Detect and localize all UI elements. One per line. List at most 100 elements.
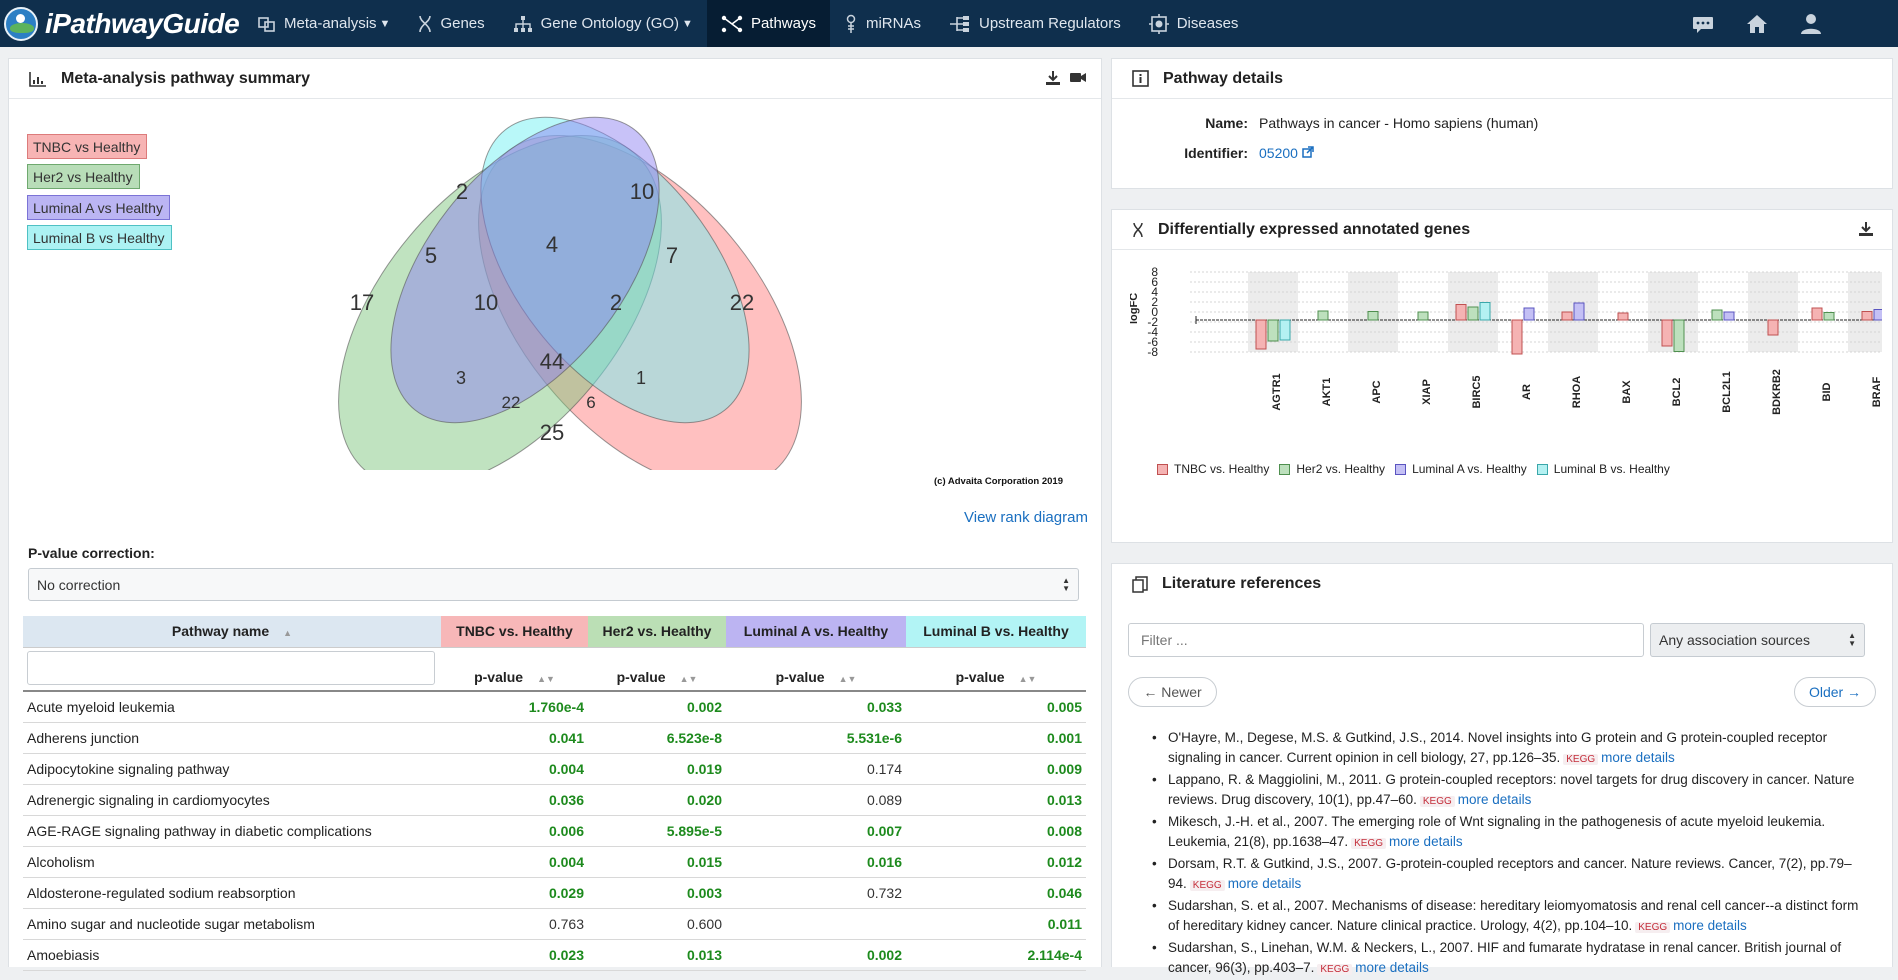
- bar-braf-2: [1873, 309, 1882, 321]
- pathway-identifier-link[interactable]: 05200: [1259, 145, 1314, 161]
- pvalue-correction-select[interactable]: No correction ▲ ▼: [28, 568, 1079, 601]
- col-luminal-a-pvalue[interactable]: p-value ▲▼: [726, 647, 906, 692]
- literature-reference-item: Mikesch, J.-H. et al., 2007. The emergin…: [1148, 812, 1868, 854]
- table-row[interactable]: Adrenergic signaling in cardiomyocytes 0.…: [23, 784, 1086, 816]
- pvalue-cell-luminal-b: 0.012: [906, 846, 1086, 878]
- pvalue-cell-luminal-b: 0.011: [906, 908, 1086, 940]
- more-details-link[interactable]: more details: [1457, 792, 1532, 807]
- venn-diagram: 17 2 10 22 5 4 7 10 2 44 3 1 22 6 25: [338, 90, 802, 470]
- pvalue-cell-tnbc: 0.029: [441, 877, 588, 909]
- table-row[interactable]: AGE-RAGE signaling pathway in diabetic c…: [23, 815, 1086, 847]
- legend-luminal-a[interactable]: Luminal A vs Healthy: [27, 195, 170, 220]
- bar-apc-1: [1367, 311, 1379, 321]
- summary-title: Meta-analysis pathway summary: [61, 69, 310, 87]
- pathway-name-cell[interactable]: Adherens junction: [23, 722, 441, 754]
- newer-button[interactable]: ← Newer: [1128, 677, 1217, 707]
- bar-bcl2l1-2: [1723, 311, 1735, 321]
- pvalue-cell-luminal-b: 0.008: [906, 815, 1086, 847]
- mirna-icon: [846, 14, 856, 33]
- download-icon[interactable]: [1045, 70, 1061, 91]
- legend-her2[interactable]: Her2 vs Healthy: [27, 164, 140, 189]
- video-camera-icon[interactable]: [1069, 70, 1087, 91]
- chat-icon[interactable]: [1676, 0, 1730, 47]
- pathway-name-label: Name:: [1205, 115, 1248, 131]
- col-pvalue-label: p-value: [775, 669, 825, 685]
- bar-bax-0: [1617, 312, 1629, 321]
- venn-count-her2-luminal-b: 3: [456, 368, 466, 388]
- view-rank-diagram-link[interactable]: View rank diagram: [964, 509, 1088, 526]
- pvalue-cell-tnbc: 0.004: [441, 846, 588, 878]
- table-row[interactable]: Adherens junction 0.041 6.523e-8 5.531e-6 0.…: [23, 722, 1086, 754]
- more-details-link[interactable]: more details: [1355, 960, 1429, 975]
- upstream-regulators-icon: [949, 15, 969, 32]
- pathway-name-cell[interactable]: Amino sugar and nucleotide sugar metabol…: [23, 908, 441, 940]
- venn-count-her2-luminal-a-tnbc: 6: [586, 393, 595, 412]
- literature-reference-item: O'Hayre, M., Degese, M.S. & Gutkind, J.S…: [1148, 728, 1868, 770]
- nav-mirnas[interactable]: miRNAs: [830, 0, 935, 47]
- pathway-name-cell[interactable]: Adipocytokine signaling pathway: [23, 753, 441, 785]
- x-tick-label-bax: BAX: [1621, 380, 1633, 404]
- venn-count-her2-only: 17: [350, 290, 374, 315]
- reference-text: Sudarshan, S., Linehan, W.M. & Neckers, …: [1168, 940, 1842, 975]
- pvalue-cell-her2: 0.015: [588, 846, 726, 878]
- nav-upstream-regulators[interactable]: Upstream Regulators: [935, 0, 1135, 47]
- pathway-name-cell[interactable]: Alcoholism: [23, 846, 441, 878]
- download-icon[interactable]: [1858, 221, 1874, 242]
- nav-diseases[interactable]: Diseases: [1135, 0, 1253, 47]
- meta-analysis-icon: [258, 16, 275, 32]
- brand[interactable]: iPathwayGuide: [0, 0, 244, 47]
- pathway-name-cell[interactable]: Amoebiasis: [23, 939, 441, 971]
- pvalue-cell-tnbc: 0.041: [441, 722, 588, 754]
- pathway-name-cell[interactable]: Adrenergic signaling in cardiomyocytes: [23, 784, 441, 816]
- bar-birc5-3: [1479, 302, 1491, 321]
- nav-pathways[interactable]: Pathways: [706, 0, 830, 47]
- nav-gene-ontology[interactable]: Gene Ontology (GO) ▼: [499, 0, 707, 47]
- bar-bid-1: [1823, 312, 1835, 321]
- table-row[interactable]: Aldosterone-regulated sodium reabsorptio…: [23, 877, 1086, 909]
- pvalue-cell-her2: 0.020: [588, 784, 726, 816]
- pathway-name-cell[interactable]: Acute myeloid leukemia: [23, 691, 441, 723]
- nav-genes[interactable]: Genes: [404, 0, 498, 47]
- pathway-filter-input[interactable]: [27, 651, 435, 685]
- association-source-select[interactable]: Any association sources ▲ ▼: [1650, 623, 1865, 657]
- chevron-down-icon: ▼: [379, 17, 391, 30]
- col-luminal-b-pvalue[interactable]: p-value ▲▼: [906, 647, 1086, 692]
- pathway-filter-cell: [23, 647, 441, 692]
- nav-meta-analysis[interactable]: Meta-analysis ▼: [244, 0, 404, 47]
- dna-icon: [1132, 222, 1144, 238]
- more-details-link[interactable]: more details: [1673, 918, 1747, 933]
- venn-count-luminal-b-tnbc: 7: [666, 243, 678, 268]
- table-row[interactable]: Amoebiasis 0.023 0.013 0.002 2.114e-4: [23, 939, 1086, 971]
- col-tnbc-pvalue[interactable]: p-value ▲▼: [441, 647, 588, 692]
- bar-ar-2: [1523, 307, 1535, 321]
- pvalue-cell-tnbc: 0.036: [441, 784, 588, 816]
- x-tick-label-braf: BRAF: [1871, 376, 1882, 407]
- older-button[interactable]: Older →: [1794, 677, 1876, 707]
- y-tick-label: 4: [1151, 285, 1158, 299]
- user-icon[interactable]: [1784, 0, 1838, 47]
- more-details-link[interactable]: more details: [1227, 876, 1302, 891]
- pathway-name-cell[interactable]: Aldosterone-regulated sodium reabsorptio…: [23, 877, 441, 909]
- home-icon[interactable]: [1730, 0, 1784, 47]
- pathway-details-panel: Pathway details: [1111, 58, 1893, 189]
- legend-tnbc[interactable]: TNBC vs Healthy: [27, 134, 148, 159]
- literature-filter-input[interactable]: [1128, 623, 1644, 657]
- col-pathway-name[interactable]: Pathway name ▲: [23, 616, 441, 648]
- venn-count-luminal-a-luminal-b: 4: [546, 232, 558, 257]
- more-details-link[interactable]: more details: [1389, 834, 1463, 849]
- more-details-link[interactable]: more details: [1601, 750, 1675, 765]
- bar-agtr1-0: [1255, 319, 1267, 350]
- venn-luminal-a-ellipse[interactable]: [338, 90, 712, 470]
- pathway-name-cell[interactable]: AGE-RAGE signaling pathway in diabetic c…: [23, 815, 441, 847]
- chart-band: [1548, 272, 1598, 352]
- legend-luminal-b[interactable]: Luminal B vs Healthy: [27, 225, 172, 250]
- table-row[interactable]: Adipocytokine signaling pathway 0.004 0.01…: [23, 753, 1086, 785]
- table-row[interactable]: Alcoholism 0.004 0.015 0.016 0.012: [23, 846, 1086, 878]
- chevron-down-icon: ▼: [682, 17, 693, 30]
- table-row[interactable]: Acute myeloid leukemia 1.760e-4 0.002 0.033…: [23, 691, 1086, 723]
- venn-luminal-b-ellipse[interactable]: [428, 90, 802, 470]
- pvalue-cell-tnbc: 0.763: [441, 908, 588, 940]
- col-her2-pvalue[interactable]: p-value ▲▼: [588, 647, 726, 692]
- table-row[interactable]: Amino sugar and nucleotide sugar metabol…: [23, 908, 1086, 940]
- x-tick-label-akt1: AKT1: [1321, 378, 1333, 407]
